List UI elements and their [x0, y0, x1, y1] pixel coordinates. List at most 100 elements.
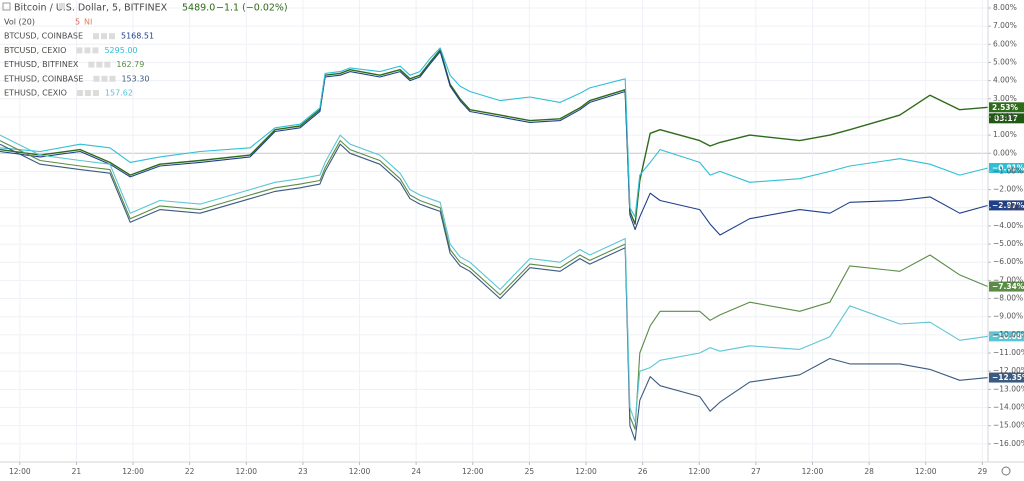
x-tick-label: 27	[751, 467, 761, 476]
y-tick-label: 0.00%	[993, 148, 1017, 157]
y-tick-label: 3.00%	[993, 94, 1017, 103]
last-price: 5489.0	[182, 3, 215, 14]
y-tick-label: −6.00%	[993, 257, 1023, 266]
y-tick-label: 1.00%	[993, 130, 1017, 139]
legend-icon[interactable]	[76, 90, 83, 96]
y-tick-label: −1.00%	[993, 166, 1023, 175]
price-badge-label: −12.35%	[992, 373, 1024, 382]
price-badge	[989, 372, 1024, 383]
legend-icon[interactable]	[104, 61, 111, 68]
legend-icon[interactable]	[96, 61, 103, 68]
price-badge-label: −0.81%	[992, 163, 1024, 172]
legend-icon[interactable]	[84, 47, 91, 54]
legend-icon[interactable]	[92, 90, 99, 96]
legend-name: BTCUSD, COINBASE	[4, 32, 83, 41]
series-line	[0, 47, 989, 218]
price-badge	[989, 200, 1024, 211]
y-tick-label: −4.00%	[993, 221, 1023, 230]
countdown-badge	[989, 113, 1024, 124]
y-tick-label: −16.00%	[993, 439, 1024, 448]
series-line	[0, 51, 989, 236]
y-tick-label: −10.00%	[993, 330, 1024, 339]
volume-ma: NI	[84, 18, 92, 27]
legend-icon[interactable]	[76, 47, 83, 54]
y-tick-label: −11.00%	[993, 348, 1024, 357]
price-badge-label: −2.87%	[992, 201, 1024, 210]
price-badge	[989, 162, 1024, 173]
legend-icon[interactable]	[109, 33, 115, 40]
x-tick-label: 12:00	[802, 467, 824, 476]
y-tick-label: 5.00%	[993, 57, 1017, 66]
y-tick-label: −12.00%	[993, 366, 1024, 375]
x-tick-label: 29	[978, 467, 988, 476]
y-tick-label: 7.00%	[993, 21, 1017, 30]
legend-icon[interactable]	[93, 75, 100, 82]
volume-value: 5	[75, 18, 80, 27]
x-tick-label: 12:00	[9, 467, 31, 476]
legend-icon[interactable]	[109, 75, 116, 82]
series-line	[0, 143, 989, 441]
y-tick-label: −3.00%	[993, 203, 1023, 212]
legend-price: 5168.51	[121, 32, 154, 41]
legend-icon[interactable]	[101, 75, 108, 82]
series-line	[0, 49, 989, 225]
legend-icon[interactable]	[92, 47, 99, 54]
x-tick-label: 12:00	[915, 467, 937, 476]
y-tick-label: 4.00%	[993, 76, 1017, 85]
menu-icon[interactable]	[2, 2, 11, 11]
legend: BTCUSD, COINBASE 5168.51 BTCUSD, CEXIO 5295…	[4, 32, 154, 98]
series-line	[0, 134, 989, 423]
y-tick-label: −9.00%	[993, 312, 1023, 321]
price-badge-label: −10.08%	[992, 332, 1024, 341]
y-tick-label: −14.00%	[993, 403, 1024, 412]
grid	[0, 0, 988, 462]
header: Bitcoin / U.S. Dollar, 5, BITFINEX 5489.…	[2, 2, 288, 27]
x-tick-label: 12:00	[462, 467, 484, 476]
y-tick-label: 2.00%	[993, 112, 1017, 121]
price-badge	[989, 281, 1024, 292]
legend-icon[interactable]	[101, 33, 107, 40]
legend-name: ETHUSD, CEXIO	[4, 89, 67, 98]
legend-name: ETHUSD, COINBASE	[4, 74, 83, 83]
legend-price: 153.30	[121, 74, 149, 83]
legend-icon[interactable]	[93, 33, 99, 40]
main-series-name: Bitcoin / U.S. Dollar, 5, BITFINEX	[14, 3, 168, 14]
change: −1.1 (−0.02%)	[216, 3, 288, 14]
settings-icon[interactable]	[1001, 466, 1011, 476]
legend-price: 5295.00	[104, 46, 137, 55]
series-line	[0, 140, 989, 430]
y-tick-label: −2.00%	[993, 185, 1023, 194]
x-tick-label: 12:00	[688, 467, 710, 476]
y-tick-label: 6.00%	[993, 39, 1017, 48]
badges: 2.53% 03:17 −2.87% −0.81% −7.34% −12.35% −10.0…	[989, 102, 1024, 383]
legend-name: BTCUSD, CEXIO	[4, 46, 66, 55]
x-tick-label: 12:00	[122, 467, 144, 476]
legend-icon[interactable]	[88, 61, 95, 68]
price-badge	[989, 102, 1024, 113]
price-badge-label: 2.53%	[992, 103, 1019, 112]
volume-label: Vol (20)	[4, 18, 35, 27]
countdown: 03:17	[994, 114, 1018, 123]
legend-name: ETHUSD, BITFINEX	[4, 60, 79, 69]
x-tick-label: 23	[298, 467, 308, 476]
x-tick-label: 22	[185, 467, 195, 476]
legend-price: 157.62	[105, 89, 133, 98]
legend-price: 162.79	[116, 60, 144, 69]
price-badge-label: −7.34%	[992, 282, 1024, 291]
x-tick-label: 26	[638, 467, 648, 476]
x-tick-label: 28	[864, 467, 874, 476]
legend-icon[interactable]	[84, 90, 91, 96]
x-tick-label: 25	[525, 467, 535, 476]
y-tick-label: −5.00%	[993, 239, 1023, 248]
x-tick-label: 12:00	[349, 467, 371, 476]
y-tick-label: −8.00%	[993, 294, 1023, 303]
x-tick-label: 12:00	[235, 467, 257, 476]
y-tick-label: −15.00%	[993, 421, 1024, 430]
x-tick-label: 12:00	[575, 467, 597, 476]
x-tick-label: 24	[411, 467, 421, 476]
x-tick-label: 21	[72, 467, 82, 476]
icon[interactable]	[59, 3, 65, 9]
lines	[0, 47, 989, 441]
y-tick-label: 8.00%	[993, 3, 1017, 12]
